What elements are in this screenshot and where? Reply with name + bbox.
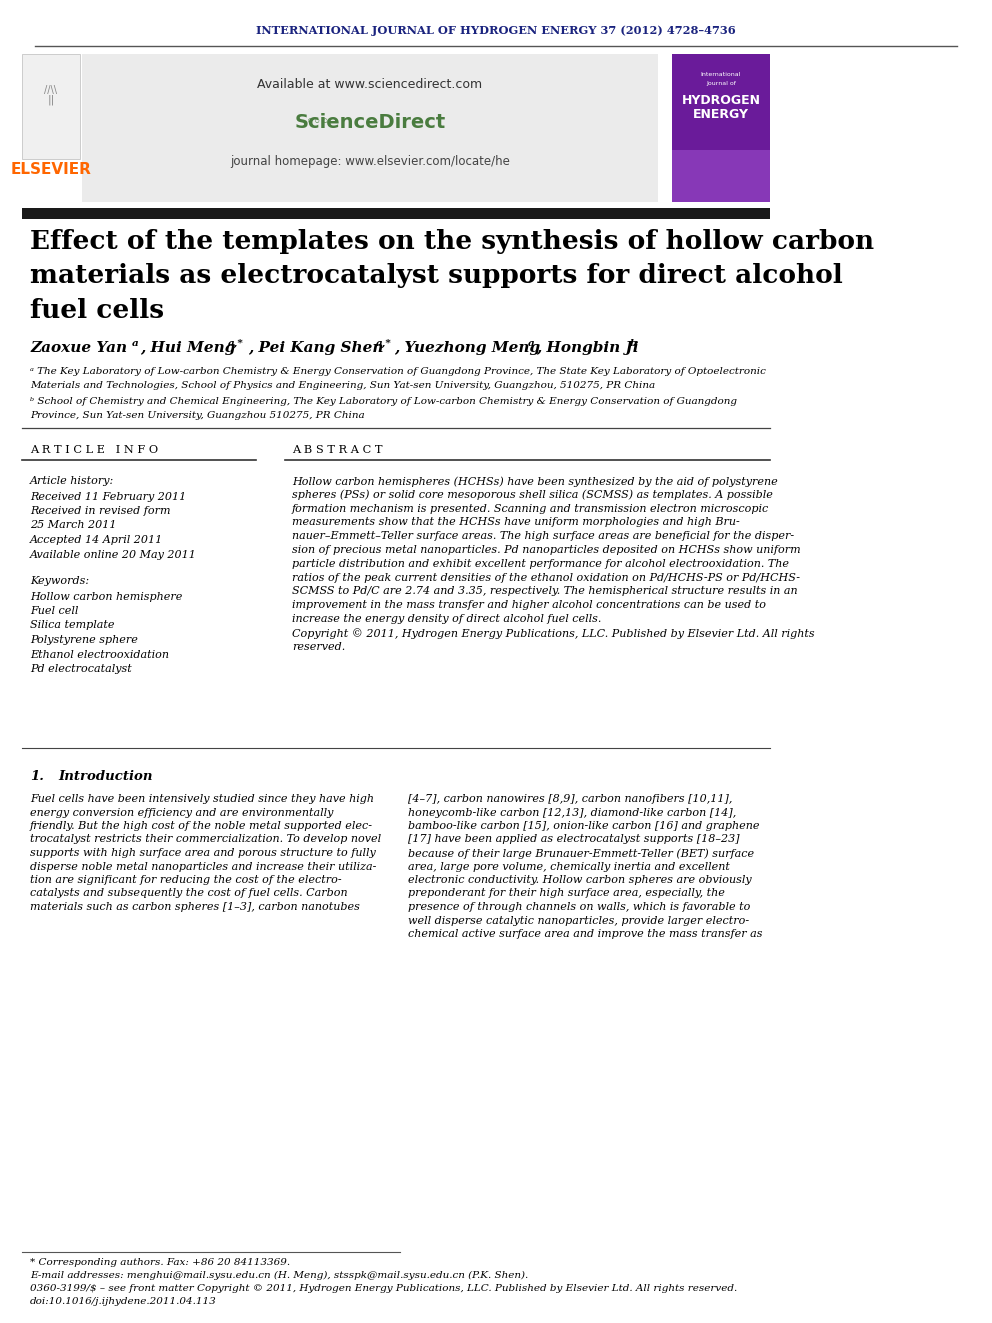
Text: Ethanol electrooxidation: Ethanol electrooxidation [30,650,169,659]
Text: ELSEVIER: ELSEVIER [11,163,91,177]
Text: Received 11 February 2011: Received 11 February 2011 [30,492,186,501]
Text: bamboo-like carbon [15], onion-like carbon [16] and graphene: bamboo-like carbon [15], onion-like carb… [408,822,760,831]
Text: a,*: a,* [228,339,244,348]
Text: disperse noble metal nanoparticles and increase their utiliza-: disperse noble metal nanoparticles and i… [30,861,376,872]
Text: measurements show that the HCHSs have uniform morphologies and high Bru-: measurements show that the HCHSs have un… [292,517,740,528]
Text: materials as electrocatalyst supports for direct alcohol: materials as electrocatalyst supports fo… [30,263,843,288]
Text: //\\: //\\ [45,85,58,95]
Text: Fuel cells have been intensively studied since they have high: Fuel cells have been intensively studied… [30,794,374,804]
Text: b: b [630,339,637,348]
Text: Copyright © 2011, Hydrogen Energy Publications, LLC. Published by Elsevier Ltd. : Copyright © 2011, Hydrogen Energy Public… [292,628,814,639]
Text: Introduction: Introduction [58,770,153,783]
Text: Accepted 14 April 2011: Accepted 14 April 2011 [30,534,164,545]
Text: , Hui Meng: , Hui Meng [140,341,235,355]
Text: Hollow carbon hemispheres (HCHSs) have been synthesized by the aid of polystyren: Hollow carbon hemispheres (HCHSs) have b… [292,476,778,487]
Text: Pd electrocatalyst: Pd electrocatalyst [30,664,132,673]
Text: 25 March 2011: 25 March 2011 [30,520,116,531]
Text: Polystyrene sphere: Polystyrene sphere [30,635,138,646]
Text: doi:10.1016/j.ijhydene.2011.04.113: doi:10.1016/j.ijhydene.2011.04.113 [30,1297,216,1306]
Text: ENERGY: ENERGY [693,108,749,122]
Text: because of their large Brunauer-Emmett-Teller (BET) surface: because of their large Brunauer-Emmett-T… [408,848,754,859]
Text: Materials and Technologies, School of Physics and Engineering, Sun Yat-sen Unive: Materials and Technologies, School of Ph… [30,381,655,390]
Text: , Yuezhong Meng: , Yuezhong Meng [394,341,540,355]
Text: tion are significant for reducing the cost of the electro-: tion are significant for reducing the co… [30,875,341,885]
Text: honeycomb-like carbon [12,13], diamond-like carbon [14],: honeycomb-like carbon [12,13], diamond-l… [408,807,736,818]
Text: catalysts and subsequently the cost of fuel cells. Carbon: catalysts and subsequently the cost of f… [30,889,347,898]
Text: ◦◦◦: ◦◦◦ [306,115,330,130]
Text: sion of precious metal nanoparticles. Pd nanoparticles deposited on HCHSs show u: sion of precious metal nanoparticles. Pd… [292,545,801,556]
Bar [672,149,770,202]
Bar [22,208,770,220]
Text: a: a [528,339,535,348]
Text: ||: || [48,95,55,106]
Text: ratios of the peak current densities of the ethanol oxidation on Pd/HCHS-PS or P: ratios of the peak current densities of … [292,573,800,582]
Text: presence of through channels on walls, which is favorable to: presence of through channels on walls, w… [408,902,750,912]
Text: reserved.: reserved. [292,642,345,652]
Text: ScienceDirect: ScienceDirect [295,112,445,131]
Text: SCMSS to Pd/C are 2.74 and 3.35, respectively. The hemispherical structure resul: SCMSS to Pd/C are 2.74 and 3.35, respect… [292,586,798,597]
Text: materials such as carbon spheres [1–3], carbon nanotubes: materials such as carbon spheres [1–3], … [30,902,360,912]
Text: energy conversion efficiency and are environmentally: energy conversion efficiency and are env… [30,807,333,818]
Text: journal homepage: www.elsevier.com/locate/he: journal homepage: www.elsevier.com/locat… [230,156,510,168]
Text: [17] have been applied as electrocatalyst supports [18–23]: [17] have been applied as electrocatalys… [408,835,740,844]
Text: Zaoxue Yan: Zaoxue Yan [30,341,127,355]
Text: improvement in the mass transfer and higher alcohol concentrations can be used t: improvement in the mass transfer and hig… [292,601,766,610]
Text: Article history:: Article history: [30,476,114,486]
Text: friendly. But the high cost of the noble metal supported elec-: friendly. But the high cost of the noble… [30,822,373,831]
Bar [672,54,770,202]
Text: a,*: a,* [376,339,392,348]
Text: Silica template: Silica template [30,620,114,631]
Text: particle distribution and exhibit excellent performance for alcohol electrooxida: particle distribution and exhibit excell… [292,558,789,569]
Text: A B S T R A C T: A B S T R A C T [292,445,383,455]
Text: * Corresponding authors. Fax: +86 20 84113369.: * Corresponding authors. Fax: +86 20 841… [30,1258,290,1267]
Text: Effect of the templates on the synthesis of hollow carbon: Effect of the templates on the synthesis… [30,229,874,254]
Bar [82,54,658,202]
Text: Hollow carbon hemisphere: Hollow carbon hemisphere [30,591,183,602]
Text: ᵇ School of Chemistry and Chemical Engineering, The Key Laboratory of Low-carbon: ᵇ School of Chemistry and Chemical Engin… [30,397,737,406]
Text: 1.: 1. [30,770,44,783]
Text: formation mechanism is presented. Scanning and transmission electron microscopic: formation mechanism is presented. Scanni… [292,504,769,513]
Text: a: a [132,339,139,348]
Text: electronic conductivity. Hollow carbon spheres are obviously: electronic conductivity. Hollow carbon s… [408,875,752,885]
Text: , Pei Kang Shen: , Pei Kang Shen [248,341,384,355]
Text: preponderant for their high surface area, especially, the: preponderant for their high surface area… [408,889,725,898]
Text: [4–7], carbon nanowires [8,9], carbon nanofibers [10,11],: [4–7], carbon nanowires [8,9], carbon na… [408,794,732,804]
Text: Province, Sun Yat-sen University, Guangzhou 510275, PR China: Province, Sun Yat-sen University, Guangz… [30,410,365,419]
Text: nauer–Emmett–Teller surface areas. The high surface areas are beneficial for the: nauer–Emmett–Teller surface areas. The h… [292,532,795,541]
Text: fuel cells: fuel cells [30,298,164,323]
Text: Received in revised form: Received in revised form [30,505,171,516]
Text: HYDROGEN: HYDROGEN [682,94,761,106]
Text: Journal of: Journal of [706,82,736,86]
Text: Fuel cell: Fuel cell [30,606,78,617]
Text: area, large pore volume, chemically inertia and excellent: area, large pore volume, chemically iner… [408,861,730,872]
Text: trocatalyst restricts their commercialization. To develop novel: trocatalyst restricts their commercializ… [30,835,381,844]
Text: spheres (PSs) or solid core mesoporous shell silica (SCMSS) as templates. A poss: spheres (PSs) or solid core mesoporous s… [292,490,773,500]
Text: International: International [700,73,741,78]
Text: increase the energy density of direct alcohol fuel cells.: increase the energy density of direct al… [292,614,601,624]
Text: supports with high surface area and porous structure to fully: supports with high surface area and poro… [30,848,376,859]
Text: 0360-3199/$ – see front matter Copyright © 2011, Hydrogen Energy Publications, L: 0360-3199/$ – see front matter Copyright… [30,1285,737,1293]
Text: A R T I C L E   I N F O: A R T I C L E I N F O [30,445,158,455]
Text: Available at www.sciencedirect.com: Available at www.sciencedirect.com [258,78,482,90]
Text: chemical active surface area and improve the mass transfer as: chemical active surface area and improve… [408,929,763,939]
Text: INTERNATIONAL JOURNAL OF HYDROGEN ENERGY 37 (2012) 4728–4736: INTERNATIONAL JOURNAL OF HYDROGEN ENERGY… [256,25,736,36]
Text: ᵃ The Key Laboratory of Low-carbon Chemistry & Energy Conservation of Guangdong : ᵃ The Key Laboratory of Low-carbon Chemi… [30,368,766,377]
Text: E-mail addresses: menghui@mail.sysu.edu.cn (H. Meng), stsspk@mail.sysu.edu.cn (P: E-mail addresses: menghui@mail.sysu.edu.… [30,1271,529,1281]
Text: Available online 20 May 2011: Available online 20 May 2011 [30,549,196,560]
Text: , Hongbin Ji: , Hongbin Ji [536,341,639,355]
Text: Keywords:: Keywords: [30,576,89,586]
Text: well disperse catalytic nanoparticles, provide larger electro-: well disperse catalytic nanoparticles, p… [408,916,749,926]
Bar [22,54,80,159]
